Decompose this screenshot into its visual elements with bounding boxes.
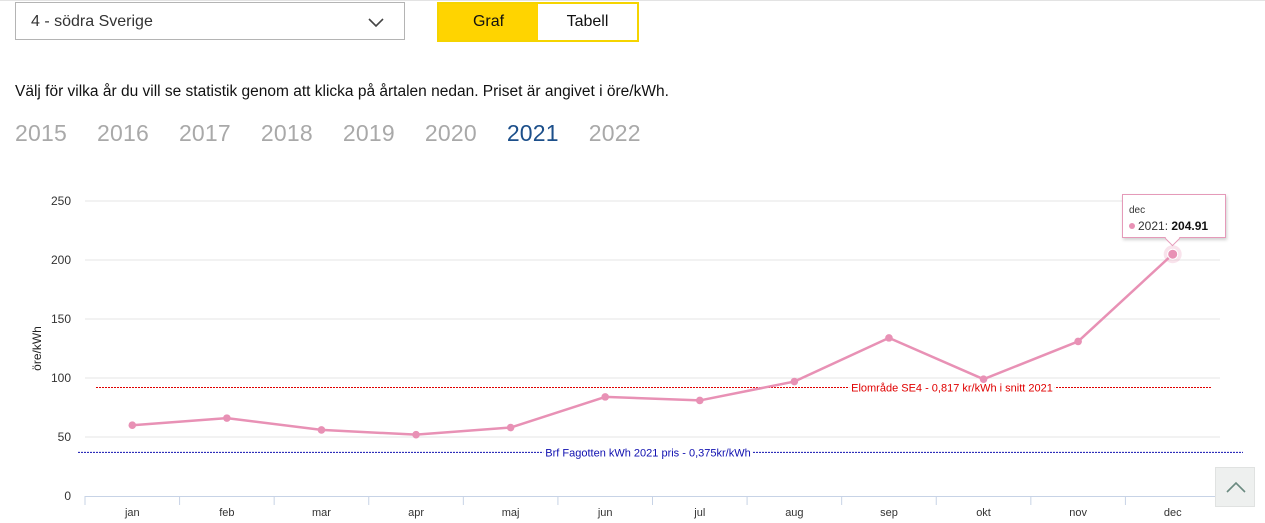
tooltip-row: 2021: 204.91 bbox=[1129, 219, 1208, 233]
data-point-jan bbox=[128, 421, 137, 429]
y-tick-label-100: 100 bbox=[51, 371, 71, 385]
y-tick-label-150: 150 bbox=[51, 312, 71, 326]
year-link-2019[interactable]: 2019 bbox=[342, 120, 395, 146]
year-link-2015[interactable]: 2015 bbox=[15, 120, 67, 146]
year-selector: 2015 2016 2017 2018 2019 2020 2021 2022 bbox=[15, 120, 671, 147]
year-link-2017[interactable]: 2017 bbox=[178, 120, 231, 146]
region-select[interactable]: 4 - södra Sverige bbox=[15, 2, 405, 40]
region-select-value: 4 - södra Sverige bbox=[31, 13, 153, 30]
year-link-2022[interactable]: 2022 bbox=[588, 120, 641, 146]
y-axis-label: öre/kWh bbox=[30, 326, 44, 371]
year-link-2018[interactable]: 2018 bbox=[260, 120, 313, 146]
view-toggle: Graf Tabell bbox=[437, 2, 639, 42]
data-point-feb bbox=[223, 414, 231, 422]
chevron-up-icon bbox=[1226, 481, 1246, 493]
y-tick-label-0: 0 bbox=[64, 489, 71, 503]
price-line-chart: 0 50 100 150 200 250 jan feb mar apr maj jun jul aug s… bbox=[30, 194, 1243, 519]
chevron-down-icon bbox=[368, 15, 384, 33]
data-point-sep bbox=[885, 334, 893, 342]
series-line-2021 bbox=[132, 253, 1174, 436]
tooltip-category: dec bbox=[1129, 205, 1146, 216]
x-tick-label-aug: aug bbox=[785, 507, 803, 519]
reference-label-se4: Elområde SE4 - 0,817 kr/kWh i snitt 2021 bbox=[851, 382, 1053, 394]
year-link-2020[interactable]: 2020 bbox=[424, 120, 477, 146]
top-divider bbox=[0, 0, 1265, 1]
reference-label-brf: Brf Fagotten kWh 2021 pris - 0,375kr/kWh bbox=[545, 447, 750, 459]
data-point-aug bbox=[790, 377, 799, 386]
year-link-2021[interactable]: 2021 bbox=[506, 120, 559, 146]
data-point-okt bbox=[979, 375, 988, 383]
data-point-jul bbox=[695, 396, 704, 405]
x-tick-label-maj: maj bbox=[502, 507, 520, 519]
year-link-2016[interactable]: 2016 bbox=[96, 120, 149, 146]
y-tick-label-50: 50 bbox=[58, 430, 72, 444]
x-tick-label-dec: dec bbox=[1164, 507, 1182, 519]
tooltip-value: 204.91 bbox=[1171, 219, 1209, 233]
x-tick-label-jan: jan bbox=[124, 507, 140, 519]
data-point-apr bbox=[412, 430, 420, 439]
graph-tab-button[interactable]: Graf bbox=[439, 4, 538, 40]
intro-text: Välj för vilka år du vill se statistik g… bbox=[15, 83, 669, 100]
x-tick-label-sep: sep bbox=[880, 507, 898, 519]
x-tick-label-jul: jul bbox=[693, 507, 705, 519]
data-point-maj bbox=[506, 423, 515, 432]
reference-label-se4-background bbox=[849, 382, 1055, 395]
x-tick-label-okt: okt bbox=[976, 507, 991, 519]
x-tick-label-apr: apr bbox=[408, 507, 424, 519]
x-tick-label-jun: jun bbox=[597, 507, 613, 519]
y-tick-label-200: 200 bbox=[51, 253, 71, 267]
chart-tooltip: dec 2021: 204.91 bbox=[1122, 194, 1226, 247]
data-point-dec bbox=[1167, 248, 1179, 260]
x-tick-label-nov: nov bbox=[1069, 507, 1087, 519]
tooltip-series-dot bbox=[1129, 223, 1135, 229]
y-tick-label-250: 250 bbox=[51, 194, 71, 208]
x-tick-label-mar: mar bbox=[312, 507, 331, 519]
table-tab-button[interactable]: Tabell bbox=[538, 4, 637, 40]
x-tick-label-feb: feb bbox=[219, 507, 234, 519]
scroll-to-top-button[interactable] bbox=[1215, 467, 1255, 507]
data-point-jun bbox=[601, 393, 610, 401]
data-point-nov bbox=[1074, 337, 1082, 346]
data-point-mar bbox=[317, 426, 326, 434]
reference-label-brf-background bbox=[543, 447, 753, 460]
tooltip-series-name: 2021 bbox=[1138, 219, 1165, 233]
